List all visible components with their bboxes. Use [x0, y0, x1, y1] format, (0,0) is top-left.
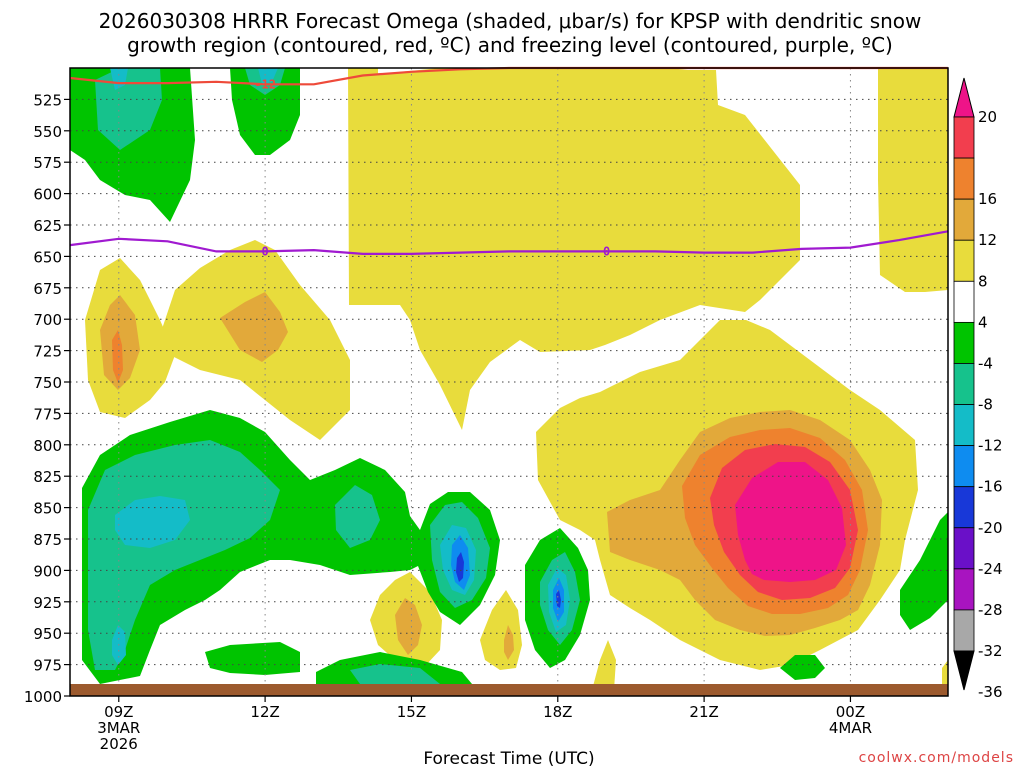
x-tick-label-18-0: 18Z: [543, 703, 572, 721]
omega-region-d20-41: [456, 552, 464, 582]
x-tick-label-24-1: 4MAR: [829, 719, 872, 737]
y-tick-label-950: 950: [33, 625, 62, 643]
y-tick-label-700: 700: [33, 311, 62, 329]
x-tick-label-21-0: 21Z: [689, 703, 718, 721]
y-tick-label-725: 725: [33, 343, 62, 361]
x-tick-label-12-0: 12Z: [250, 703, 279, 721]
y-tick-label-975: 975: [33, 657, 62, 675]
y-tick-label-600: 600: [33, 186, 62, 204]
x-tick-label-15-0: 15Z: [397, 703, 426, 721]
omega-region-o8-13: [504, 625, 514, 660]
contour-label-1-19: 0: [603, 244, 610, 258]
omega-region-mg-17: [735, 462, 846, 582]
colorbar-bin-1: [953, 157, 975, 200]
colorbar-bin-6: [953, 363, 975, 405]
y-axis: 525 550 575 600 625 650 675 700 725 750 775 800 825 8…: [24, 91, 70, 706]
y-tick-label-900: 900: [33, 562, 62, 580]
omega-region-o8-10: [220, 292, 288, 362]
colorbar-label-11: -28: [978, 601, 1003, 619]
chart-title-line2: growth region (contoured, red, ºC) and f…: [127, 33, 893, 57]
x-tick-label-24-0: 00Z: [836, 703, 865, 721]
y-tick-label-625: 625: [33, 217, 62, 235]
omega-region-y4-0: [348, 68, 800, 430]
gridlines: [70, 68, 948, 697]
contour-label-1-12: 0: [261, 244, 268, 258]
colorbar-label-9: -20: [978, 519, 1003, 537]
omega-region-g8-26: [95, 68, 162, 150]
omega-region-g8-28: [335, 485, 380, 548]
omega-region-c12-37: [110, 68, 128, 90]
x-tick-label-9-1: 3MAR: [97, 719, 140, 737]
omega-region-o8-12: [395, 598, 422, 655]
colorbar-bin-5: [953, 321, 975, 364]
colorbar-label-7: -12: [978, 437, 1003, 455]
y-tick-label-1000: 1000: [24, 688, 62, 706]
colorbar-bin-7: [953, 404, 975, 447]
colorbar-bin-0: [953, 116, 975, 159]
colorbar-label-10: -24: [978, 560, 1003, 578]
y-tick-label-550: 550: [33, 123, 62, 141]
colorbar-label-3: 8: [978, 272, 988, 290]
y-tick-label-575: 575: [33, 154, 62, 172]
y-tick-label-525: 525: [33, 91, 62, 109]
omega-region-y4-8: [942, 660, 948, 688]
x-tick-label-9-2: 2026: [100, 735, 138, 753]
omega-region-g8-31: [350, 664, 440, 684]
omega-region-c12-38: [258, 68, 278, 84]
y-tick-label-650: 650: [33, 248, 62, 266]
y-tick-label-800: 800: [33, 437, 62, 455]
colorbar-label-12: -32: [978, 642, 1003, 660]
chart-title-line1: 2026030308 HRRR Forecast Omega (shaded, …: [99, 9, 922, 33]
colorbar-top-arrow: [953, 77, 975, 118]
omega-region-y4-1: [878, 68, 948, 292]
contour-label-0-12: -12: [254, 77, 276, 91]
credit-text: coolwx.com/models: [859, 750, 1014, 766]
colorbar-label-1: 16: [978, 190, 997, 208]
omega-region-g8-27: [88, 440, 280, 670]
ground-strip: [70, 684, 948, 696]
colorbar-bin-4: [953, 280, 975, 323]
omega-region-o12-15: [112, 330, 123, 383]
colorbar-bin-8: [953, 445, 975, 488]
y-tick-label-825: 825: [33, 468, 62, 486]
colorbar-label-6: -8: [978, 396, 993, 414]
contour-line-1: [69, 230, 949, 255]
y-tick-label-675: 675: [33, 280, 62, 298]
colorbar-bin-2: [953, 198, 975, 241]
y-tick-label-775: 775: [33, 405, 62, 423]
y-tick-label-850: 850: [33, 500, 62, 518]
x-tick-label-9-0: 09Z: [104, 703, 133, 721]
colorbar-bottom-arrow: [953, 650, 975, 691]
colorbar-label-5: -4: [978, 354, 993, 372]
omega-region-g4-21: [205, 642, 300, 675]
colorbar-label-0: 20: [978, 108, 997, 126]
colorbar-label-13: -36: [978, 683, 1003, 701]
colorbar-bin-12: [953, 609, 975, 652]
omega-shading: [70, 68, 948, 690]
y-tick-label-875: 875: [33, 531, 62, 549]
plot-area: -12 0 0: [69, 66, 949, 697]
colorbar-label-8: -16: [978, 478, 1003, 496]
colorbar-label-4: 4: [978, 313, 988, 331]
colorbar-bin-11: [953, 568, 975, 611]
omega-region-g4-24: [900, 512, 948, 630]
colorbar-bin-10: [953, 527, 975, 570]
omega-region-g4-25: [780, 655, 825, 680]
y-tick-label-925: 925: [33, 594, 62, 612]
y-tick-label-750: 750: [33, 374, 62, 392]
omega-region-d20-42: [556, 590, 561, 608]
omega-region-c12-33: [115, 496, 190, 548]
colorbar-bin-9: [953, 486, 975, 529]
colorbar-label-2: 12: [978, 231, 997, 249]
colorbar: 20 16 12 8 4 -4 -8 -12 -16 -20 -24 -28 -32 -36: [953, 77, 1003, 701]
x-axis-label: Forecast Time (UTC): [423, 749, 594, 768]
colorbar-bin-3: [953, 239, 975, 282]
